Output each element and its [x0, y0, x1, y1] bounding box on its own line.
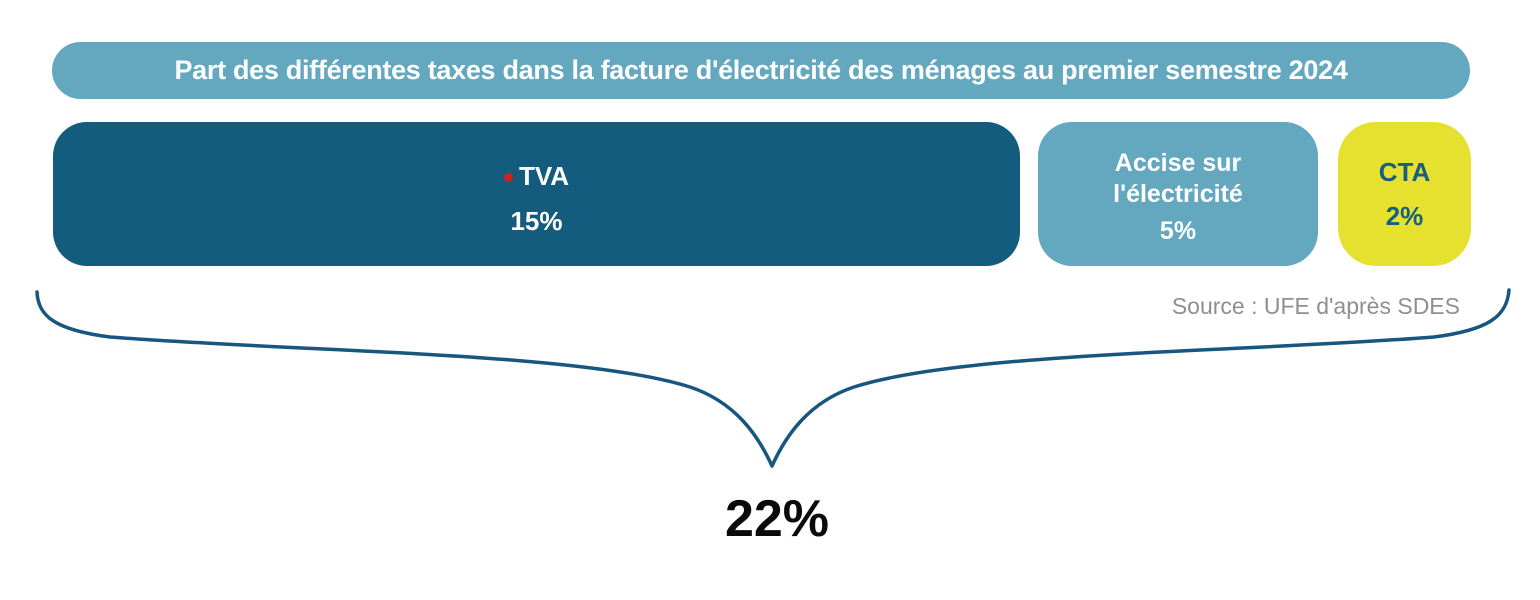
segment-accise: Accise sur l'électricité 5%: [1038, 122, 1318, 266]
total-percentage: 22%: [724, 490, 830, 548]
segment-tva: TVA 15%: [53, 122, 1020, 266]
segment-tva-label-row: TVA: [503, 161, 570, 192]
red-dot-marker-icon: [503, 173, 513, 182]
segment-accise-label: Accise sur l'électricité: [1113, 149, 1243, 208]
source-caption: Source : UFE d'après SDES: [1171, 293, 1460, 319]
chart-title: Part des différentes taxes dans la factu…: [52, 42, 1470, 99]
segment-tva-value: 15%: [510, 206, 563, 236]
segment-cta: CTA 2%: [1338, 122, 1471, 266]
segment-tva-label: TVA: [518, 161, 570, 191]
segment-accise-value: 5%: [1159, 217, 1197, 245]
segment-cta-label: CTA: [1378, 156, 1431, 187]
segment-cta-value: 2%: [1385, 200, 1424, 231]
